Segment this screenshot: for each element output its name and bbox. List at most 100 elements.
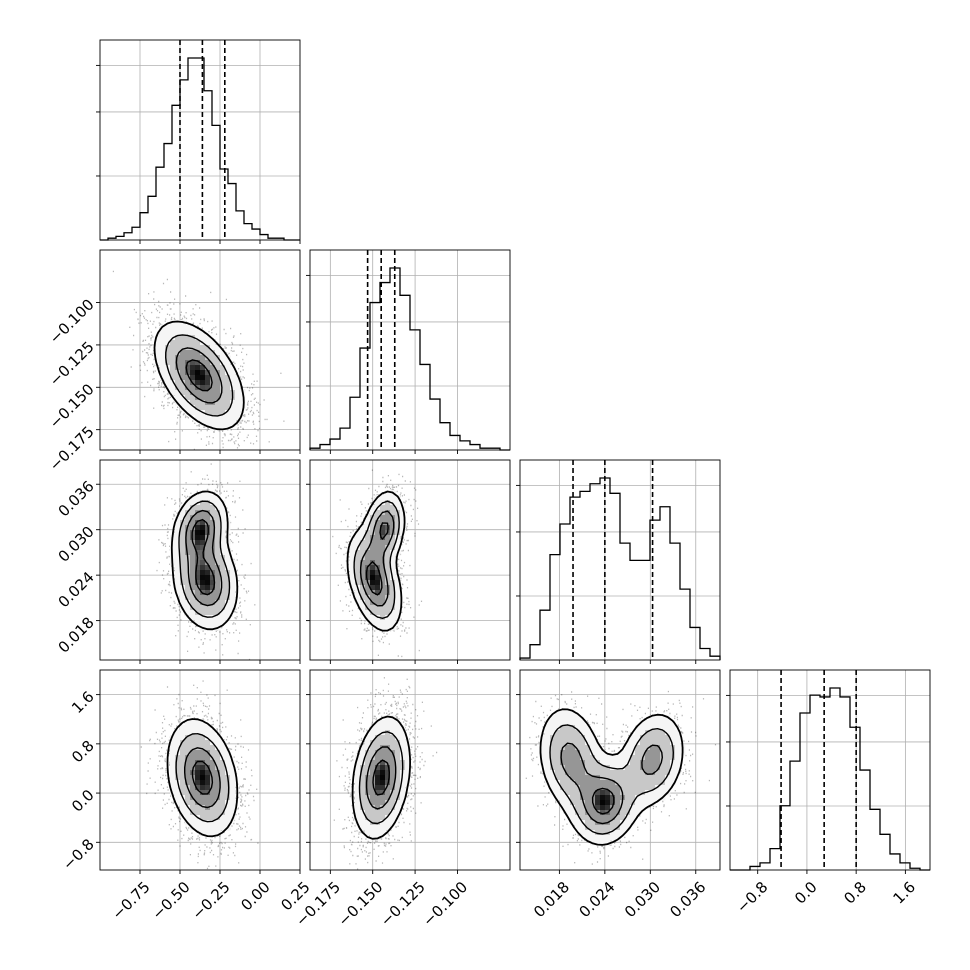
density-cell — [170, 365, 176, 371]
density-cell — [215, 375, 221, 381]
density-cell — [650, 730, 656, 736]
density-cell — [190, 585, 196, 591]
density-cell — [230, 600, 236, 606]
density-cell — [620, 815, 626, 821]
density-cell — [550, 785, 556, 791]
density-cell — [350, 555, 356, 561]
density-cell — [375, 545, 381, 551]
density-cell — [185, 725, 191, 731]
density-cell — [180, 735, 186, 741]
density-cell — [655, 730, 661, 736]
density-cell — [370, 810, 376, 816]
density-cell — [230, 785, 236, 791]
density-cell — [190, 350, 196, 356]
density-cell — [550, 770, 556, 776]
density-cell — [215, 615, 221, 621]
contour-level-3 — [359, 510, 395, 607]
density-cell — [205, 540, 211, 546]
density-cell — [200, 545, 206, 551]
density-cell — [220, 780, 226, 786]
density-cell — [595, 830, 601, 836]
density-cell — [380, 725, 386, 731]
density-cell — [200, 530, 206, 536]
density-cell — [205, 755, 211, 761]
contour-level-1 — [346, 490, 406, 632]
density-cell — [640, 760, 646, 766]
density-cell — [180, 545, 186, 551]
density-cell — [190, 750, 196, 756]
density-cell — [650, 790, 656, 796]
density-cell — [205, 585, 211, 591]
density-cell — [550, 725, 556, 731]
density-cell — [205, 830, 211, 836]
density-cell — [160, 350, 166, 356]
density-cell — [185, 790, 191, 796]
density-cell — [390, 615, 396, 621]
density-cell — [210, 350, 216, 356]
density-cell — [215, 605, 221, 611]
density-cell — [200, 800, 206, 806]
density-cell — [175, 540, 181, 546]
density-cell — [355, 595, 361, 601]
density-cell — [220, 515, 226, 521]
density-cell — [185, 730, 191, 736]
density-cell — [200, 760, 206, 766]
density-cell — [205, 545, 211, 551]
density-cell — [220, 620, 226, 626]
density-cell — [385, 775, 391, 781]
diag-panel-2 — [309, 249, 511, 451]
density-cell — [660, 785, 666, 791]
density-cell — [590, 755, 596, 761]
density-cell — [605, 805, 611, 811]
density-cell — [355, 555, 361, 561]
density-cell — [405, 775, 411, 781]
x-tick-label: −0.25 — [189, 878, 234, 923]
density-cell — [230, 795, 236, 801]
density-cell — [650, 740, 656, 746]
density-cell — [175, 385, 181, 391]
density-cell — [570, 775, 576, 781]
density-cell — [385, 820, 391, 826]
density-cell — [585, 780, 591, 786]
density-cell — [395, 755, 401, 761]
density-cell — [585, 775, 591, 781]
density-cell — [380, 820, 386, 826]
density-cell — [230, 810, 236, 816]
density-cell — [395, 735, 401, 741]
density-cell — [175, 760, 181, 766]
density-cell — [385, 790, 391, 796]
density-cell — [555, 750, 561, 756]
density-cell — [380, 720, 386, 726]
scatter-group — [140, 680, 259, 870]
density-cell — [660, 770, 666, 776]
density-cell — [665, 770, 671, 776]
density-cell — [200, 555, 206, 561]
density-cell — [390, 610, 396, 616]
density-cell — [160, 355, 166, 361]
x-tick-label: 0.018 — [530, 878, 573, 921]
density-cell — [645, 725, 651, 731]
density-cell — [185, 500, 191, 506]
density-cell — [200, 570, 206, 576]
density-cell — [230, 375, 236, 381]
density-cell — [640, 750, 646, 756]
density-cell — [180, 790, 186, 796]
density-cell — [575, 780, 581, 786]
density-cell — [190, 575, 196, 581]
density-cell — [215, 395, 221, 401]
density-cell — [380, 540, 386, 546]
density-cell — [205, 625, 211, 631]
density-cell — [645, 730, 651, 736]
density-cell — [360, 745, 366, 751]
density-cell — [370, 750, 376, 756]
density-cell — [390, 735, 396, 741]
density-cell — [215, 610, 221, 616]
density-cell — [670, 770, 676, 776]
density-cell — [635, 775, 641, 781]
density-cell — [200, 405, 206, 411]
density-cell — [560, 720, 566, 726]
density-cell — [365, 805, 371, 811]
density-cell — [360, 570, 366, 576]
density-cell — [545, 750, 551, 756]
density-cell — [590, 835, 596, 841]
